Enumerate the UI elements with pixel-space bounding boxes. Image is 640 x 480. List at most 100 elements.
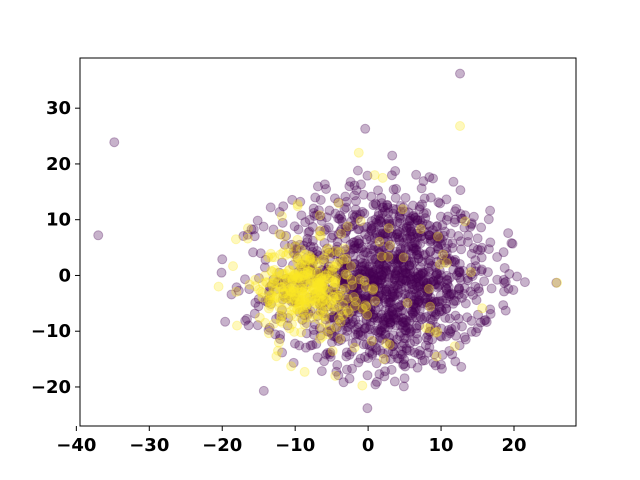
scatter-point-class-0 bbox=[359, 260, 370, 271]
scatter-point-class-0 bbox=[399, 317, 410, 328]
scatter-point-class-0 bbox=[362, 370, 373, 381]
scatter-point-class-0 bbox=[360, 295, 371, 306]
scatter-point-class-0 bbox=[359, 258, 370, 269]
scatter-point-class-0 bbox=[405, 274, 416, 285]
scatter-point-class-0 bbox=[441, 293, 452, 304]
scatter-point-class-1 bbox=[349, 292, 360, 303]
scatter-point-class-0 bbox=[336, 213, 347, 224]
scatter-point-class-0 bbox=[435, 275, 446, 286]
scatter-point-class-0 bbox=[323, 222, 334, 233]
scatter-point-class-1 bbox=[289, 252, 300, 263]
scatter-point-class-0 bbox=[334, 214, 345, 225]
scatter-point-class-0 bbox=[482, 267, 493, 278]
scatter-point-class-0 bbox=[353, 280, 364, 291]
scatter-point-class-1 bbox=[316, 322, 327, 333]
scatter-point-class-0 bbox=[312, 266, 323, 277]
scatter-point-class-0 bbox=[373, 301, 384, 312]
scatter-point-class-0 bbox=[450, 295, 461, 306]
scatter-point-class-0 bbox=[364, 307, 375, 318]
scatter-point-class-1 bbox=[293, 252, 304, 263]
scatter-point-class-1 bbox=[361, 301, 372, 312]
scatter-point-class-0 bbox=[399, 354, 410, 365]
scatter-point-class-0 bbox=[394, 210, 405, 221]
scatter-point-class-0 bbox=[369, 232, 380, 243]
scatter-point-class-0 bbox=[398, 258, 409, 269]
scatter-point-class-0 bbox=[413, 291, 424, 302]
scatter-point-class-0 bbox=[363, 279, 374, 290]
scatter-point-class-0 bbox=[374, 369, 385, 380]
scatter-point-class-1 bbox=[283, 265, 294, 276]
scatter-point-class-0 bbox=[286, 296, 297, 307]
scatter-point-class-0 bbox=[416, 231, 427, 242]
scatter-point-class-0 bbox=[312, 294, 323, 305]
scatter-point-class-0 bbox=[348, 283, 359, 294]
scatter-point-class-1 bbox=[304, 273, 315, 284]
scatter-point-class-0 bbox=[339, 249, 350, 260]
scatter-point-class-1 bbox=[321, 245, 332, 256]
scatter-point-class-0 bbox=[392, 226, 403, 237]
scatter-point-class-0 bbox=[290, 297, 301, 308]
scatter-point-class-0 bbox=[341, 202, 352, 213]
scatter-point-class-1 bbox=[423, 323, 434, 334]
scatter-point-class-0 bbox=[337, 272, 348, 283]
scatter-point-class-0 bbox=[371, 345, 382, 356]
scatter-point-class-0 bbox=[396, 300, 407, 311]
scatter-point-class-0 bbox=[285, 274, 296, 285]
scatter-point-class-0 bbox=[348, 317, 359, 328]
scatter-point-class-0 bbox=[388, 256, 399, 267]
scatter-point-class-0 bbox=[366, 276, 377, 287]
scatter-point-class-0 bbox=[411, 273, 422, 284]
scatter-point-class-0 bbox=[459, 289, 470, 300]
scatter-point-class-0 bbox=[400, 242, 411, 253]
scatter-point-class-0 bbox=[331, 267, 342, 278]
scatter-point-class-0 bbox=[367, 290, 378, 301]
scatter-point-class-0 bbox=[340, 262, 351, 273]
scatter-point-class-0 bbox=[466, 269, 477, 280]
scatter-point-class-1 bbox=[244, 279, 255, 290]
scatter-point-class-1 bbox=[305, 275, 316, 286]
scatter-point-class-0 bbox=[415, 311, 426, 322]
scatter-point-class-1 bbox=[289, 326, 300, 337]
scatter-point-class-0 bbox=[349, 259, 360, 270]
scatter-point-class-0 bbox=[374, 259, 385, 270]
scatter-point-class-0 bbox=[317, 297, 328, 308]
scatter-point-class-0 bbox=[408, 210, 419, 221]
scatter-point-class-1 bbox=[367, 284, 378, 295]
scatter-point-class-0 bbox=[421, 278, 432, 289]
scatter-point-class-0 bbox=[283, 279, 294, 290]
scatter-point-class-0 bbox=[367, 254, 378, 265]
scatter-point-class-0 bbox=[437, 306, 448, 317]
scatter-point-class-0 bbox=[387, 303, 398, 314]
scatter-point-class-1 bbox=[415, 224, 426, 235]
scatter-point-class-0 bbox=[383, 294, 394, 305]
scatter-point-class-0 bbox=[432, 237, 443, 248]
scatter-point-class-1 bbox=[268, 283, 279, 294]
scatter-point-class-1 bbox=[294, 258, 305, 269]
scatter-point-class-1 bbox=[425, 301, 436, 312]
scatter-point-class-0 bbox=[359, 351, 370, 362]
scatter-point-class-0 bbox=[519, 277, 530, 288]
scatter-point-class-0 bbox=[456, 321, 467, 332]
scatter-point-class-0 bbox=[398, 338, 409, 349]
scatter-point-class-0 bbox=[378, 241, 389, 252]
scatter-point-class-0 bbox=[339, 204, 350, 214]
scatter-point-class-0 bbox=[377, 333, 388, 344]
scatter-point-class-0 bbox=[466, 248, 477, 259]
scatter-point-class-1 bbox=[303, 266, 314, 277]
scatter-point-class-0 bbox=[403, 242, 414, 253]
scatter-point-class-0 bbox=[379, 329, 390, 340]
scatter-point-class-0 bbox=[433, 274, 444, 284]
scatter-point-class-1 bbox=[277, 269, 287, 280]
scatter-point-class-0 bbox=[450, 206, 461, 217]
scatter-point-class-1 bbox=[314, 277, 325, 288]
scatter-point-class-0 bbox=[454, 265, 465, 276]
scatter-point-class-0 bbox=[425, 234, 436, 245]
scatter-point-class-0 bbox=[275, 229, 286, 240]
scatter-point-class-0 bbox=[369, 283, 380, 294]
scatter-point-class-0 bbox=[306, 272, 317, 283]
scatter-point-class-0 bbox=[395, 206, 406, 217]
scatter-point-class-0 bbox=[400, 288, 411, 299]
scatter-point-class-1 bbox=[308, 309, 319, 320]
scatter-point-class-0 bbox=[385, 297, 396, 308]
